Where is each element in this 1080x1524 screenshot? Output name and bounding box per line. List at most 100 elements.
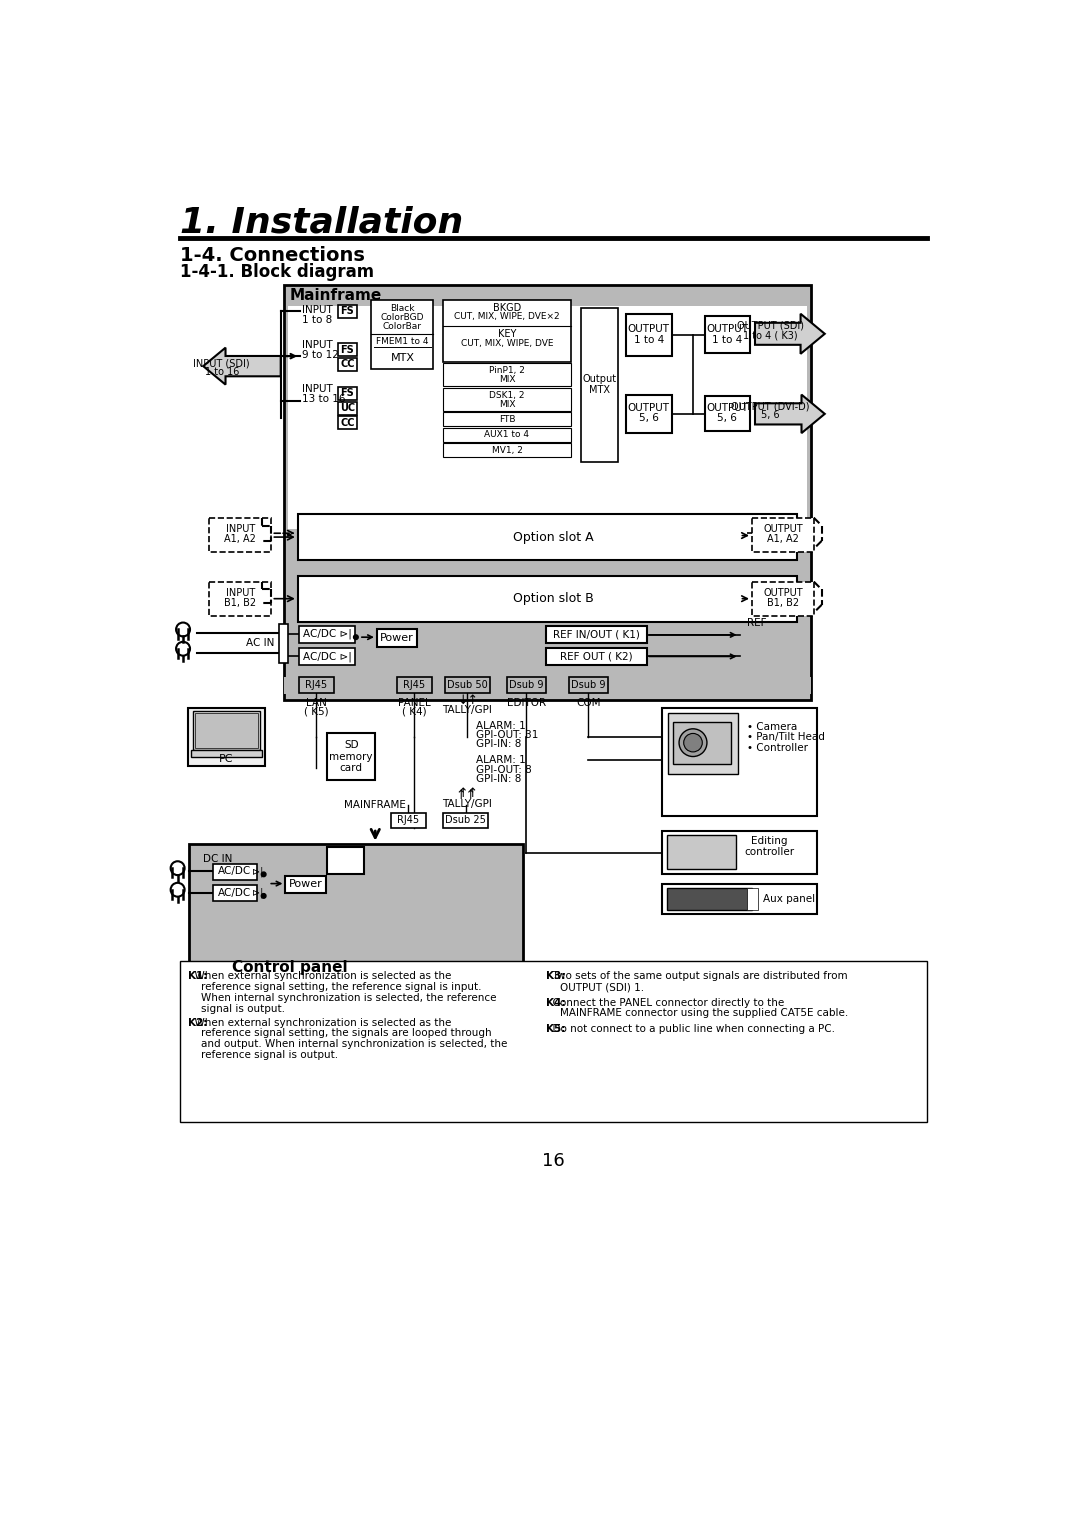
Text: ↑↑: ↑↑: [457, 786, 478, 800]
Bar: [545, 626, 647, 643]
Text: RJ45: RJ45: [396, 815, 419, 826]
Bar: [213, 864, 257, 879]
Text: GPI-OUT: 8: GPI-OUT: 8: [476, 765, 531, 774]
Text: ( K4): ( K4): [402, 706, 427, 716]
Text: A1, A2: A1, A2: [767, 535, 799, 544]
Bar: [327, 847, 364, 875]
Text: Two sets of the same output signals are distributed from: Two sets of the same output signals are …: [545, 971, 848, 981]
Bar: [213, 885, 257, 901]
Text: Output
MTX: Output MTX: [582, 373, 617, 395]
Text: 16: 16: [542, 1152, 565, 1170]
Bar: [673, 722, 731, 764]
Text: Dsub 25: Dsub 25: [445, 815, 486, 826]
Text: BKGD: BKGD: [492, 303, 522, 312]
Bar: [299, 648, 355, 664]
Text: RJ45: RJ45: [403, 680, 426, 690]
Text: INPUT: INPUT: [301, 305, 333, 315]
Text: INPUT: INPUT: [301, 340, 333, 351]
Text: When external synchronization is selected as the: When external synchronization is selecte…: [188, 971, 451, 981]
Circle shape: [684, 733, 702, 751]
Text: 13 to 16: 13 to 16: [301, 395, 346, 404]
Text: 5, 6: 5, 6: [717, 413, 737, 424]
Bar: [285, 876, 326, 893]
Text: AC IN: AC IN: [246, 639, 274, 648]
Text: SD
memory
card: SD memory card: [329, 741, 373, 773]
Text: AC/DC ⊳|: AC/DC ⊳|: [302, 629, 352, 640]
Text: COM: COM: [576, 698, 600, 707]
Bar: [444, 428, 571, 442]
Text: K2:: K2:: [188, 1018, 207, 1027]
Text: reference signal is output.: reference signal is output.: [201, 1050, 338, 1059]
Text: and output. When internal synchronization is selected, the: and output. When internal synchronizatio…: [201, 1039, 508, 1049]
Bar: [747, 888, 758, 910]
Text: OUTPUT: OUTPUT: [706, 402, 748, 413]
Text: B1, B2: B1, B2: [767, 599, 799, 608]
Bar: [298, 576, 797, 622]
Text: 5, 6: 5, 6: [639, 413, 659, 424]
Bar: [704, 315, 750, 354]
Bar: [338, 387, 356, 399]
Bar: [189, 844, 523, 978]
Bar: [444, 812, 488, 828]
Bar: [445, 677, 490, 692]
Text: FTB: FTB: [499, 415, 515, 424]
Bar: [210, 518, 271, 553]
Text: INPUT: INPUT: [226, 588, 255, 599]
Bar: [752, 582, 814, 616]
Text: RJ45: RJ45: [306, 680, 327, 690]
Text: FS: FS: [340, 389, 354, 398]
Text: 1. Installation: 1. Installation: [180, 206, 463, 239]
Text: AC/DC: AC/DC: [218, 866, 252, 876]
Text: REF IN/OUT ( K1): REF IN/OUT ( K1): [553, 629, 639, 640]
Bar: [191, 750, 262, 757]
Text: A1, A2: A1, A2: [225, 535, 256, 544]
Text: reference signal setting, the signals are looped through: reference signal setting, the signals ar…: [201, 1029, 491, 1038]
Bar: [338, 358, 356, 370]
Text: CC: CC: [340, 418, 354, 428]
Circle shape: [261, 893, 266, 898]
Bar: [662, 709, 816, 815]
Bar: [704, 396, 750, 431]
Text: OUTPUT: OUTPUT: [764, 588, 802, 599]
Text: 9 to 12: 9 to 12: [301, 351, 338, 360]
Bar: [299, 677, 334, 692]
Text: • Pan/Tilt Head: • Pan/Tilt Head: [747, 732, 825, 742]
Bar: [180, 960, 927, 1122]
Text: MIX: MIX: [499, 375, 515, 384]
Text: Mainframe: Mainframe: [291, 288, 382, 303]
Text: Connect the PANEL connector directly to the: Connect the PANEL connector directly to …: [545, 998, 784, 1007]
Text: GPI-IN: 8: GPI-IN: 8: [476, 774, 522, 783]
Bar: [666, 835, 737, 869]
Text: • Camera: • Camera: [747, 721, 797, 732]
Bar: [338, 401, 356, 415]
Text: ↓↑: ↓↑: [457, 693, 478, 707]
Text: ↑↑: ↑↑: [456, 789, 476, 802]
Text: REF OUT ( K2): REF OUT ( K2): [559, 651, 633, 661]
Text: When internal synchronization is selected, the reference: When internal synchronization is selecte…: [201, 994, 497, 1003]
Text: GPI-IN: 8: GPI-IN: 8: [476, 739, 522, 750]
Text: OUTPUT (SDI): OUTPUT (SDI): [737, 320, 804, 331]
Text: ( K5): ( K5): [305, 706, 328, 716]
Text: MIX: MIX: [499, 401, 515, 408]
Text: EDITOR: EDITOR: [507, 698, 545, 707]
Text: When external synchronization is selected as the: When external synchronization is selecte…: [188, 1018, 451, 1027]
Polygon shape: [755, 395, 825, 433]
Text: INPUT: INPUT: [226, 524, 255, 535]
Bar: [444, 387, 571, 411]
Text: GPI-OUT: 31: GPI-OUT: 31: [476, 730, 538, 741]
Text: OUTPUT: OUTPUT: [627, 402, 670, 413]
Text: FS: FS: [340, 344, 354, 355]
Bar: [338, 343, 356, 357]
Text: KEY: KEY: [498, 329, 516, 338]
Text: CC: CC: [340, 360, 354, 369]
Bar: [507, 677, 545, 692]
Text: TALLY/GPI: TALLY/GPI: [443, 799, 492, 809]
Bar: [669, 713, 738, 774]
Bar: [662, 831, 816, 873]
Text: • Controller: • Controller: [747, 744, 808, 753]
Text: ColorBGD: ColorBGD: [380, 312, 424, 322]
Text: MV1, 2: MV1, 2: [491, 445, 523, 454]
Text: Editing
controller: Editing controller: [744, 835, 794, 858]
Bar: [299, 626, 355, 643]
Text: TALLY/GPI: TALLY/GPI: [443, 704, 492, 715]
